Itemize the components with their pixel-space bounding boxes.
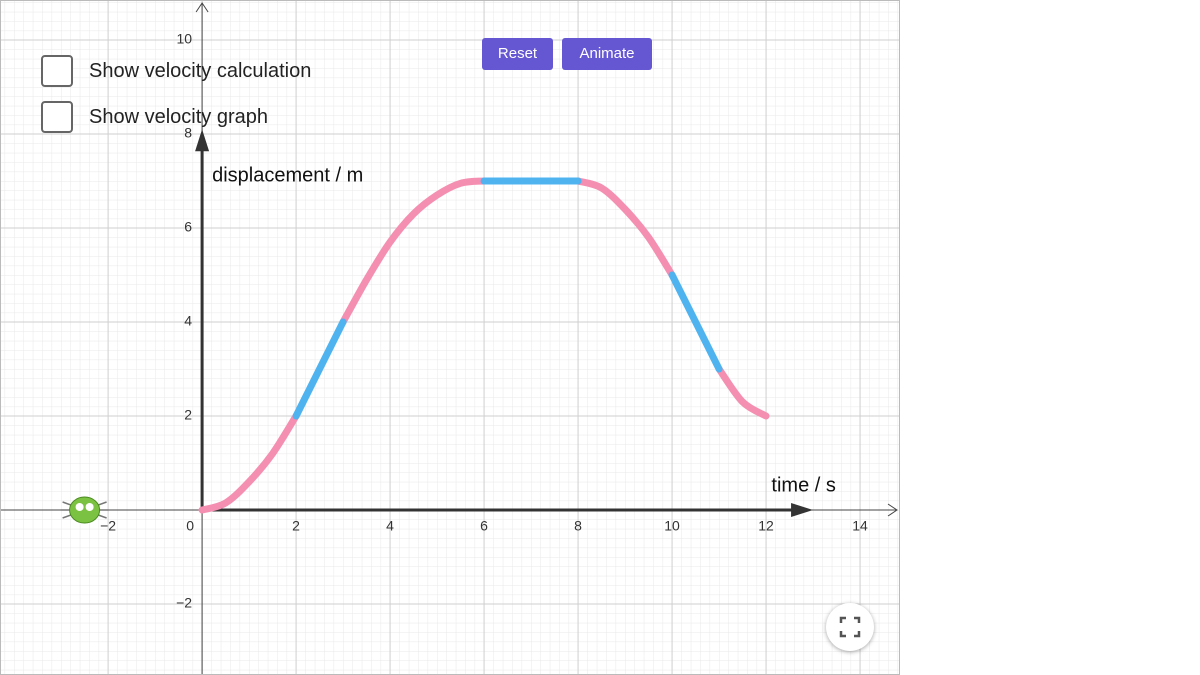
animate-button[interactable]: Animate — [562, 38, 652, 70]
y-tick-label: −2 — [176, 595, 192, 611]
x-axis-label: time / s — [771, 474, 835, 496]
series-line — [198, 177, 770, 514]
graph-view: −2 0 2 4 6 8 10 12 14 −2 2 4 6 8 10 time / s displacemen… — [0, 0, 900, 675]
x-tick-label: 12 — [758, 518, 774, 534]
spider-eye — [75, 503, 84, 512]
reset-button[interactable]: Reset — [482, 38, 553, 70]
x-tick-label: 8 — [574, 518, 582, 534]
y-axis-label: displacement / m — [212, 165, 363, 187]
y-tick-label: 10 — [177, 31, 193, 47]
spider-eye — [85, 503, 94, 512]
fullscreen-icon — [839, 616, 861, 638]
x-tick-label: 10 — [664, 518, 680, 534]
x-tick-label: 2 — [292, 518, 300, 534]
minor-grid — [0, 0, 900, 675]
y-tick-label: 6 — [184, 219, 192, 235]
displacement-axis-arrow — [195, 129, 210, 152]
checkbox[interactable]: Show velocity graph — [41, 101, 268, 133]
series-line — [292, 177, 723, 420]
checkbox-label[interactable]: Show velocity calculation — [89, 59, 312, 82]
y-tick-label: 2 — [184, 407, 192, 423]
checkbox[interactable]: Show velocity calculation — [41, 55, 311, 87]
y-tick-label: 8 — [184, 125, 192, 141]
x-tick-label: 0 — [186, 518, 194, 534]
checkbox-box[interactable] — [41, 55, 73, 87]
x-tick-label: 4 — [386, 518, 394, 534]
x-tick-label: 6 — [480, 518, 488, 534]
x-tick-label: 14 — [852, 518, 868, 534]
y-tick-label: 4 — [184, 313, 192, 329]
x-axis-arrow — [887, 503, 898, 517]
checkbox-label[interactable]: Show velocity graph — [89, 105, 268, 128]
time-axis-arrow — [791, 503, 814, 518]
spider-body — [69, 496, 101, 524]
fullscreen-button[interactable] — [826, 603, 874, 651]
checkbox-box[interactable] — [41, 101, 73, 133]
x-tick-label: −2 — [100, 518, 116, 534]
y-axis-arrow — [195, 2, 209, 13]
